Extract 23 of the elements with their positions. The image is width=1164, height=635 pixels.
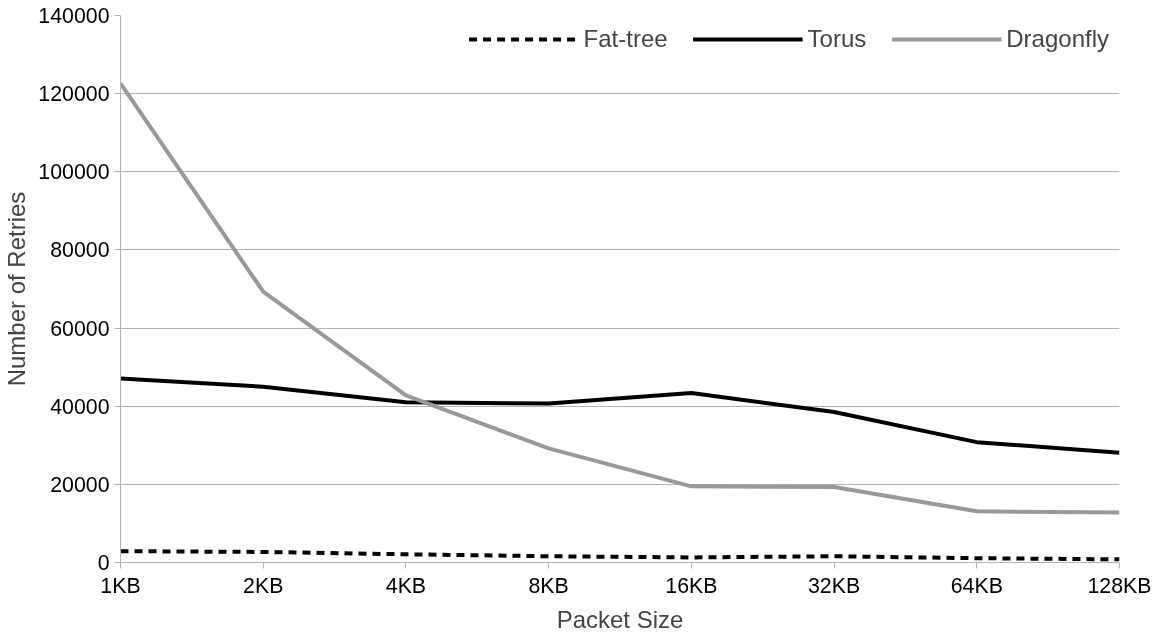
y-tick-label: 0: [97, 551, 110, 575]
x-tick-label: 1KB: [100, 573, 141, 598]
y-tick-label: 40000: [50, 394, 110, 419]
x-tick-label: 8KB: [528, 573, 569, 598]
y-tick-label: 120000: [38, 82, 110, 107]
y-tick-label: 60000: [50, 316, 110, 341]
x-tick-label: 64KB: [950, 573, 1003, 598]
x-tick-label: 32KB: [807, 573, 861, 598]
x-tick-label: 128KB: [1087, 573, 1152, 598]
legend-label: Fat-tree: [583, 25, 668, 53]
y-tick-label: 100000: [38, 160, 110, 185]
x-tick-label: 4KB: [385, 573, 427, 598]
line-series: [120, 376, 1120, 455]
y-axis-title: Number of Retries: [3, 191, 31, 387]
legend-label: Torus: [807, 25, 867, 53]
x-tick-label: 2KB: [243, 573, 284, 598]
legend-label: Dragonfly: [1006, 25, 1109, 53]
y-tick-label: 80000: [50, 238, 110, 263]
y-tick-label: 140000: [38, 4, 110, 28]
line-series: [120, 81, 1120, 515]
x-tick-label: 16KB: [665, 573, 718, 598]
y-tick-label: 20000: [50, 472, 110, 497]
x-axis-title: Packet Size: [556, 605, 684, 633]
